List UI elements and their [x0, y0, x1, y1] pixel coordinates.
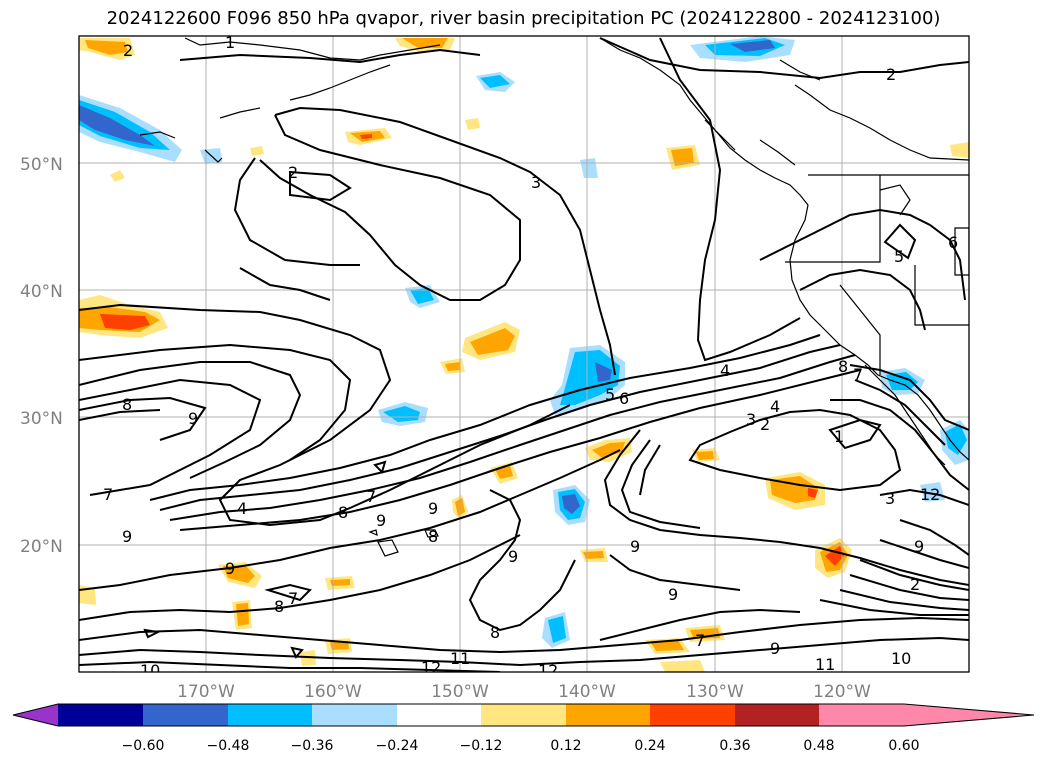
contour-label: 9: [376, 511, 386, 530]
colorbar-segment: [312, 704, 397, 726]
lat-tick-labels: 50°N 40°N 30°N 20°N: [20, 155, 63, 557]
lat-tick-label: 30°N: [20, 409, 63, 429]
plot-area: [79, 36, 969, 672]
colorbar-segment: [228, 704, 312, 726]
contour-label: 8: [490, 623, 500, 642]
contour-label: 8: [274, 597, 284, 616]
contour-label: 10: [891, 649, 911, 668]
contour-label: 8: [122, 395, 132, 414]
colorbar-segment: [58, 704, 143, 726]
contour-label: 9: [428, 499, 438, 518]
colorbar: −0.60 −0.48 −0.36 −0.24 −0.12 0.12 0.24 …: [12, 703, 1035, 754]
colorbar-segment: [566, 704, 650, 726]
coastlines: [139, 37, 969, 557]
colorbar-segment: [735, 704, 819, 726]
contour-label: 9: [188, 409, 198, 428]
colorbar-ticks: −0.60 −0.48 −0.36 −0.24 −0.12 0.12 0.24 …: [122, 738, 920, 754]
contour-label: 5: [894, 247, 904, 266]
contour-label: 9: [630, 537, 640, 556]
contour-label: 2: [760, 415, 770, 434]
lon-tick-label: 170°W: [177, 682, 235, 702]
contour-label: 5: [605, 385, 615, 404]
contour-label: 8: [838, 357, 848, 376]
colorbar-tick-label: 0.36: [719, 738, 750, 754]
colorbar-extend-low: [13, 704, 58, 726]
contour-label: 2: [123, 41, 133, 60]
contour-label: 4: [720, 361, 730, 380]
contour-label: 11: [815, 655, 835, 674]
contour-label: 7: [103, 485, 113, 504]
contour-labels: 1 2 2 2 3 4 5 6 4 3 2 1 2 3 8 9 7 4 8 7 …: [103, 33, 958, 680]
contour-label: 2: [886, 65, 896, 84]
contour-label: 7: [695, 631, 705, 650]
lon-tick-label: 160°W: [304, 682, 362, 702]
contour-label: 7: [366, 487, 376, 506]
contour-label: 7: [853, 365, 863, 384]
lon-tick-label: 130°W: [686, 682, 744, 702]
lon-tick-label: 150°W: [431, 682, 489, 702]
contour-label: 3: [746, 410, 756, 429]
contour-label: 2: [288, 163, 298, 182]
colorbar-tick-label: 0.12: [550, 738, 581, 754]
contour-label: 11: [450, 649, 470, 668]
colorbar-tick-label: −0.24: [376, 738, 419, 754]
colorbar-segment: [650, 704, 735, 726]
lon-tick-labels: 170°W 160°W 150°W 140°W 130°W 120°W: [177, 682, 871, 702]
contour-label: 9: [508, 547, 518, 566]
colorbar-tick-label: −0.12: [460, 738, 503, 754]
lon-tick-label: 140°W: [558, 682, 616, 702]
contour-label: 12: [421, 658, 441, 677]
colorbar-segment: [143, 704, 228, 726]
contour-label: 9: [225, 559, 235, 578]
colorbar-extend-high: [904, 704, 1034, 726]
lon-tick-label: 120°W: [813, 682, 871, 702]
lat-tick-label: 20°N: [20, 537, 63, 557]
contour-label: 3: [531, 173, 541, 192]
contour-label: 7: [288, 589, 298, 608]
colorbar-tick-label: −0.48: [207, 738, 250, 754]
contour-label: 12: [920, 485, 940, 504]
colorbar-tick-label: −0.36: [291, 738, 334, 754]
contour-label: 4: [770, 397, 780, 416]
precip-anomaly-patches: [79, 36, 969, 672]
contour-label: 9: [668, 585, 678, 604]
lat-tick-label: 40°N: [20, 282, 63, 302]
colorbar-segment: [481, 704, 566, 726]
contour-label: 6: [619, 389, 629, 408]
colorbar-tick-label: 0.24: [634, 738, 665, 754]
colorbar-segment: [819, 704, 904, 726]
contour-label: 9: [770, 639, 780, 658]
contour-label: 4: [237, 499, 247, 518]
contour-label: 2: [910, 575, 920, 594]
colorbar-tick-label: 0.60: [888, 738, 919, 754]
contour-label: 10: [140, 661, 160, 680]
qvapor-contours: [79, 37, 969, 672]
contour-label: 8: [338, 503, 348, 522]
contour-label: 6: [948, 233, 958, 252]
contour-label: 9: [914, 537, 924, 556]
plot-frame: [78, 35, 970, 673]
contour-label: 12: [538, 661, 558, 680]
colorbar-segment: [397, 704, 481, 726]
colorbar-tick-label: 0.48: [803, 738, 834, 754]
contour-label: 8: [428, 527, 438, 546]
contour-label: 9: [122, 527, 132, 546]
contour-label: 1: [834, 427, 844, 446]
contour-label: 3: [885, 489, 895, 508]
colorbar-tick-label: −0.60: [122, 738, 165, 754]
contour-label: 1: [225, 33, 235, 52]
figure-title: 2024122600 F096 850 hPa qvapor, river ba…: [106, 8, 941, 29]
lat-tick-label: 50°N: [20, 155, 63, 175]
